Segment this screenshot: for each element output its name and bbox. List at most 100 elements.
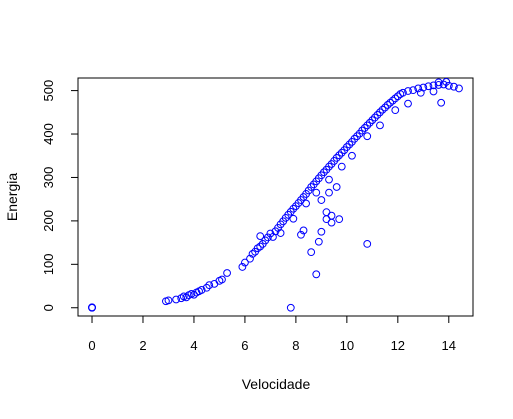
x-axis: 0 2 4 6 8 10 12 14 (88, 315, 456, 353)
data-point (391, 94, 400, 103)
data-point (442, 78, 451, 86)
data-point (444, 81, 453, 90)
data-point (248, 249, 257, 258)
data-point (276, 229, 285, 237)
data-point (381, 103, 389, 112)
x-tick-label: 6 (241, 338, 248, 353)
data-point (332, 154, 341, 162)
data-point (404, 87, 412, 95)
data-point (312, 188, 321, 197)
data-point (424, 82, 433, 91)
data-point (386, 98, 395, 107)
data-point (325, 188, 333, 197)
data-point (325, 162, 333, 171)
data-point (246, 254, 254, 263)
data-point (437, 98, 446, 107)
y-tick-label: 100 (41, 253, 56, 275)
data-point (218, 275, 226, 284)
y-tick-label: 400 (41, 123, 56, 145)
data-point (350, 134, 359, 143)
data-point (327, 218, 336, 227)
data-point (368, 116, 377, 125)
y-tick-label: 500 (41, 80, 56, 102)
x-tick-label: 2 (139, 338, 146, 353)
data-point (241, 258, 249, 267)
data-point (345, 140, 354, 149)
x-tick-label: 8 (292, 338, 299, 353)
data-point (353, 132, 361, 141)
data-point (455, 84, 463, 93)
data-point (429, 87, 438, 96)
data-point (88, 303, 96, 312)
data-point (172, 295, 181, 304)
data-point (376, 108, 384, 117)
x-tick-label: 4 (190, 338, 197, 353)
data-point (332, 183, 341, 191)
y-tick-label: 200 (41, 210, 56, 232)
data-point (238, 263, 247, 271)
y-axis-title: Energia (4, 173, 20, 221)
data-point (297, 230, 305, 239)
data-point (439, 80, 448, 89)
data-point (363, 121, 372, 130)
data-point (365, 118, 374, 127)
data-point (256, 242, 265, 251)
data-point (202, 283, 211, 292)
data-point (307, 248, 316, 257)
x-tick-label: 12 (391, 338, 405, 353)
data-point (253, 244, 262, 253)
data-point (164, 296, 173, 305)
data-point (327, 211, 336, 220)
data-point (307, 183, 316, 191)
data-point (289, 214, 298, 223)
x-tick-label: 14 (442, 338, 456, 353)
data-point (434, 81, 443, 89)
data-point (348, 151, 356, 160)
data-point (335, 215, 344, 224)
data-point (312, 270, 321, 279)
x-tick-label: 0 (88, 338, 95, 353)
data-point (363, 240, 372, 248)
points-layer (88, 78, 463, 312)
data-point (360, 124, 369, 132)
data-point (289, 204, 298, 213)
y-axis: 0 100 200 300 400 500 (41, 80, 79, 311)
data-point (414, 84, 423, 93)
data-point (409, 86, 418, 95)
data-point (434, 78, 443, 87)
plot-frame (77, 77, 474, 317)
data-point (337, 162, 346, 171)
data-point (391, 106, 400, 115)
data-point (335, 151, 344, 160)
y-tick-label: 0 (41, 304, 56, 311)
y-tick-label: 300 (41, 167, 56, 189)
data-point (223, 269, 231, 277)
data-point (314, 237, 323, 246)
data-point (337, 148, 346, 157)
data-point (317, 196, 326, 204)
data-point (373, 111, 382, 119)
data-point (363, 132, 372, 141)
data-point (404, 99, 412, 108)
data-point (416, 88, 425, 97)
data-point (286, 303, 295, 312)
data-point (256, 232, 265, 240)
data-point (299, 226, 308, 235)
data-point (205, 281, 214, 290)
data-point (383, 101, 392, 109)
data-point (376, 121, 384, 130)
data-point (370, 113, 379, 122)
data-point (302, 199, 310, 208)
data-point (399, 88, 407, 97)
x-axis-title: Velocidade (242, 376, 311, 392)
data-point (320, 168, 328, 177)
data-point (342, 143, 351, 151)
data-point (449, 82, 458, 91)
x-tick-label: 10 (340, 338, 354, 353)
data-point (388, 96, 397, 105)
data-point (197, 286, 206, 294)
data-point (263, 233, 272, 242)
data-point (378, 105, 387, 114)
